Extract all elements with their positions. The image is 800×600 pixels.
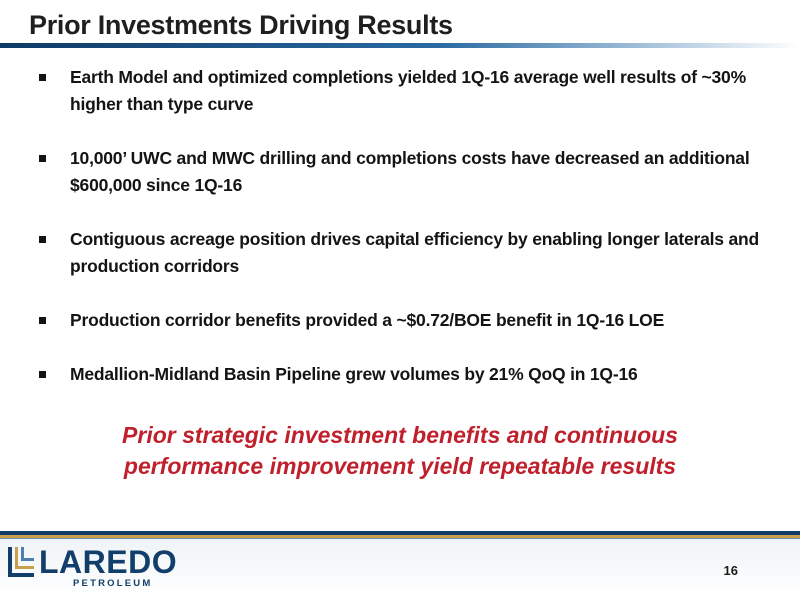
bullet-item: Medallion-Midland Basin Pipeline grew vo…	[36, 361, 788, 388]
footer-accent-line	[0, 535, 800, 538]
bullet-text: Contiguous acreage position drives capit…	[70, 229, 760, 276]
logo-wordmark: LAREDO	[39, 544, 178, 580]
bullet-list: Earth Model and optimized completions yi…	[36, 64, 788, 415]
logo-bracket-icon	[8, 547, 34, 577]
bullet-text: 10,000’ UWC and MWC drilling and complet…	[70, 148, 750, 195]
footer-band	[0, 531, 800, 600]
logo-subtitle: PETROLEUM	[73, 578, 153, 589]
title-divider	[0, 43, 800, 48]
bullet-item: Production corridor benefits provided a …	[36, 307, 788, 334]
square-bullet-icon	[39, 155, 46, 162]
bullet-item: 10,000’ UWC and MWC drilling and complet…	[36, 145, 788, 199]
callout-line: performance improvement yield repeatable…	[123, 453, 677, 479]
bullet-item: Earth Model and optimized completions yi…	[36, 64, 788, 118]
company-logo: LAREDO PETROLEUM	[6, 543, 177, 595]
square-bullet-icon	[39, 317, 46, 324]
callout-statement: Prior strategic investment benefits and …	[40, 420, 760, 482]
square-bullet-icon	[39, 236, 46, 243]
page-number: 16	[723, 563, 738, 578]
footer-thin-line	[0, 538, 800, 539]
bullet-text: Medallion-Midland Basin Pipeline grew vo…	[70, 364, 638, 384]
slide-title: Prior Investments Driving Results	[29, 10, 453, 40]
bullet-text: Earth Model and optimized completions yi…	[70, 67, 746, 114]
footer-divider	[0, 531, 800, 535]
bullet-text: Production corridor benefits provided a …	[70, 310, 665, 330]
callout-line: Prior strategic investment benefits and …	[122, 422, 678, 448]
bullet-item: Contiguous acreage position drives capit…	[36, 226, 788, 280]
square-bullet-icon	[39, 371, 46, 378]
square-bullet-icon	[39, 74, 46, 81]
